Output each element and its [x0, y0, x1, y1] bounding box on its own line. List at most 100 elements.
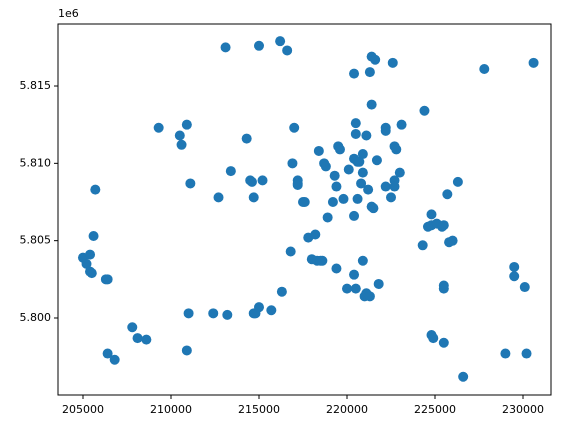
- point: [394, 167, 405, 178]
- point: [334, 144, 345, 155]
- point: [81, 258, 92, 269]
- point: [320, 161, 331, 172]
- x-tick-label: 230000: [502, 403, 544, 416]
- point: [519, 282, 530, 293]
- point: [220, 42, 231, 53]
- point: [447, 235, 458, 246]
- point: [276, 286, 287, 297]
- point: [338, 193, 349, 204]
- y-tick-label: 5.805: [20, 234, 52, 247]
- point: [329, 170, 340, 181]
- point: [371, 155, 382, 166]
- point: [396, 119, 407, 130]
- point: [313, 145, 324, 156]
- point: [391, 144, 402, 155]
- point: [213, 192, 224, 203]
- point: [479, 64, 490, 75]
- point: [292, 178, 303, 189]
- point: [289, 122, 300, 133]
- point: [299, 196, 310, 207]
- point: [438, 220, 449, 231]
- point: [387, 57, 398, 68]
- point: [438, 337, 449, 348]
- point: [322, 212, 333, 223]
- point: [528, 57, 539, 68]
- point: [331, 263, 342, 274]
- point: [208, 308, 219, 319]
- point: [282, 45, 293, 56]
- point: [380, 181, 391, 192]
- point: [500, 348, 511, 359]
- point: [183, 308, 194, 319]
- point: [317, 255, 328, 266]
- y-tick-label: 5.800: [20, 311, 52, 324]
- point: [356, 178, 367, 189]
- point: [350, 128, 361, 139]
- point: [386, 192, 397, 203]
- x-tick-label: 215000: [238, 403, 280, 416]
- point: [509, 271, 520, 282]
- point: [343, 164, 354, 175]
- point: [181, 119, 192, 130]
- point: [354, 156, 365, 167]
- point: [349, 68, 360, 79]
- point: [225, 166, 236, 177]
- x-tick-label: 225000: [414, 403, 456, 416]
- point: [373, 278, 384, 289]
- point: [357, 255, 368, 266]
- point: [109, 354, 120, 365]
- point: [248, 192, 259, 203]
- point: [86, 268, 97, 279]
- point: [153, 122, 164, 133]
- point: [254, 40, 265, 51]
- point: [363, 184, 374, 195]
- point: [419, 105, 430, 116]
- point: [266, 305, 277, 316]
- point: [357, 167, 368, 178]
- point: [509, 261, 520, 272]
- point: [458, 371, 469, 382]
- point: [364, 67, 375, 78]
- point: [285, 246, 296, 257]
- point: [287, 158, 298, 169]
- y-tick-label: 5.810: [20, 156, 52, 169]
- point: [132, 333, 143, 344]
- point: [310, 229, 321, 240]
- point: [85, 249, 96, 260]
- point: [246, 176, 257, 187]
- point: [102, 274, 113, 285]
- point: [141, 334, 152, 345]
- point: [428, 333, 439, 344]
- x-tick-label: 220000: [326, 403, 368, 416]
- point: [90, 184, 101, 195]
- y-offset-label: 1e6: [58, 7, 79, 20]
- x-tick-label: 205000: [62, 403, 104, 416]
- point: [352, 193, 363, 204]
- point: [438, 283, 449, 294]
- point: [127, 322, 138, 333]
- point: [342, 283, 353, 294]
- point: [426, 209, 437, 220]
- point: [102, 348, 113, 359]
- point: [88, 231, 99, 242]
- point: [275, 36, 286, 47]
- point: [257, 175, 268, 186]
- point: [176, 139, 187, 150]
- point: [174, 130, 185, 141]
- point: [350, 283, 361, 294]
- point: [349, 269, 360, 280]
- point: [361, 130, 372, 141]
- point: [452, 176, 463, 187]
- point: [185, 178, 196, 189]
- point: [331, 181, 342, 192]
- x-tick-label: 210000: [150, 403, 192, 416]
- point: [327, 196, 338, 207]
- point: [350, 118, 361, 129]
- point: [357, 149, 368, 160]
- point: [364, 291, 375, 302]
- point: [241, 133, 252, 144]
- point: [442, 189, 453, 200]
- axes-frame: [57, 23, 552, 396]
- point: [368, 203, 379, 214]
